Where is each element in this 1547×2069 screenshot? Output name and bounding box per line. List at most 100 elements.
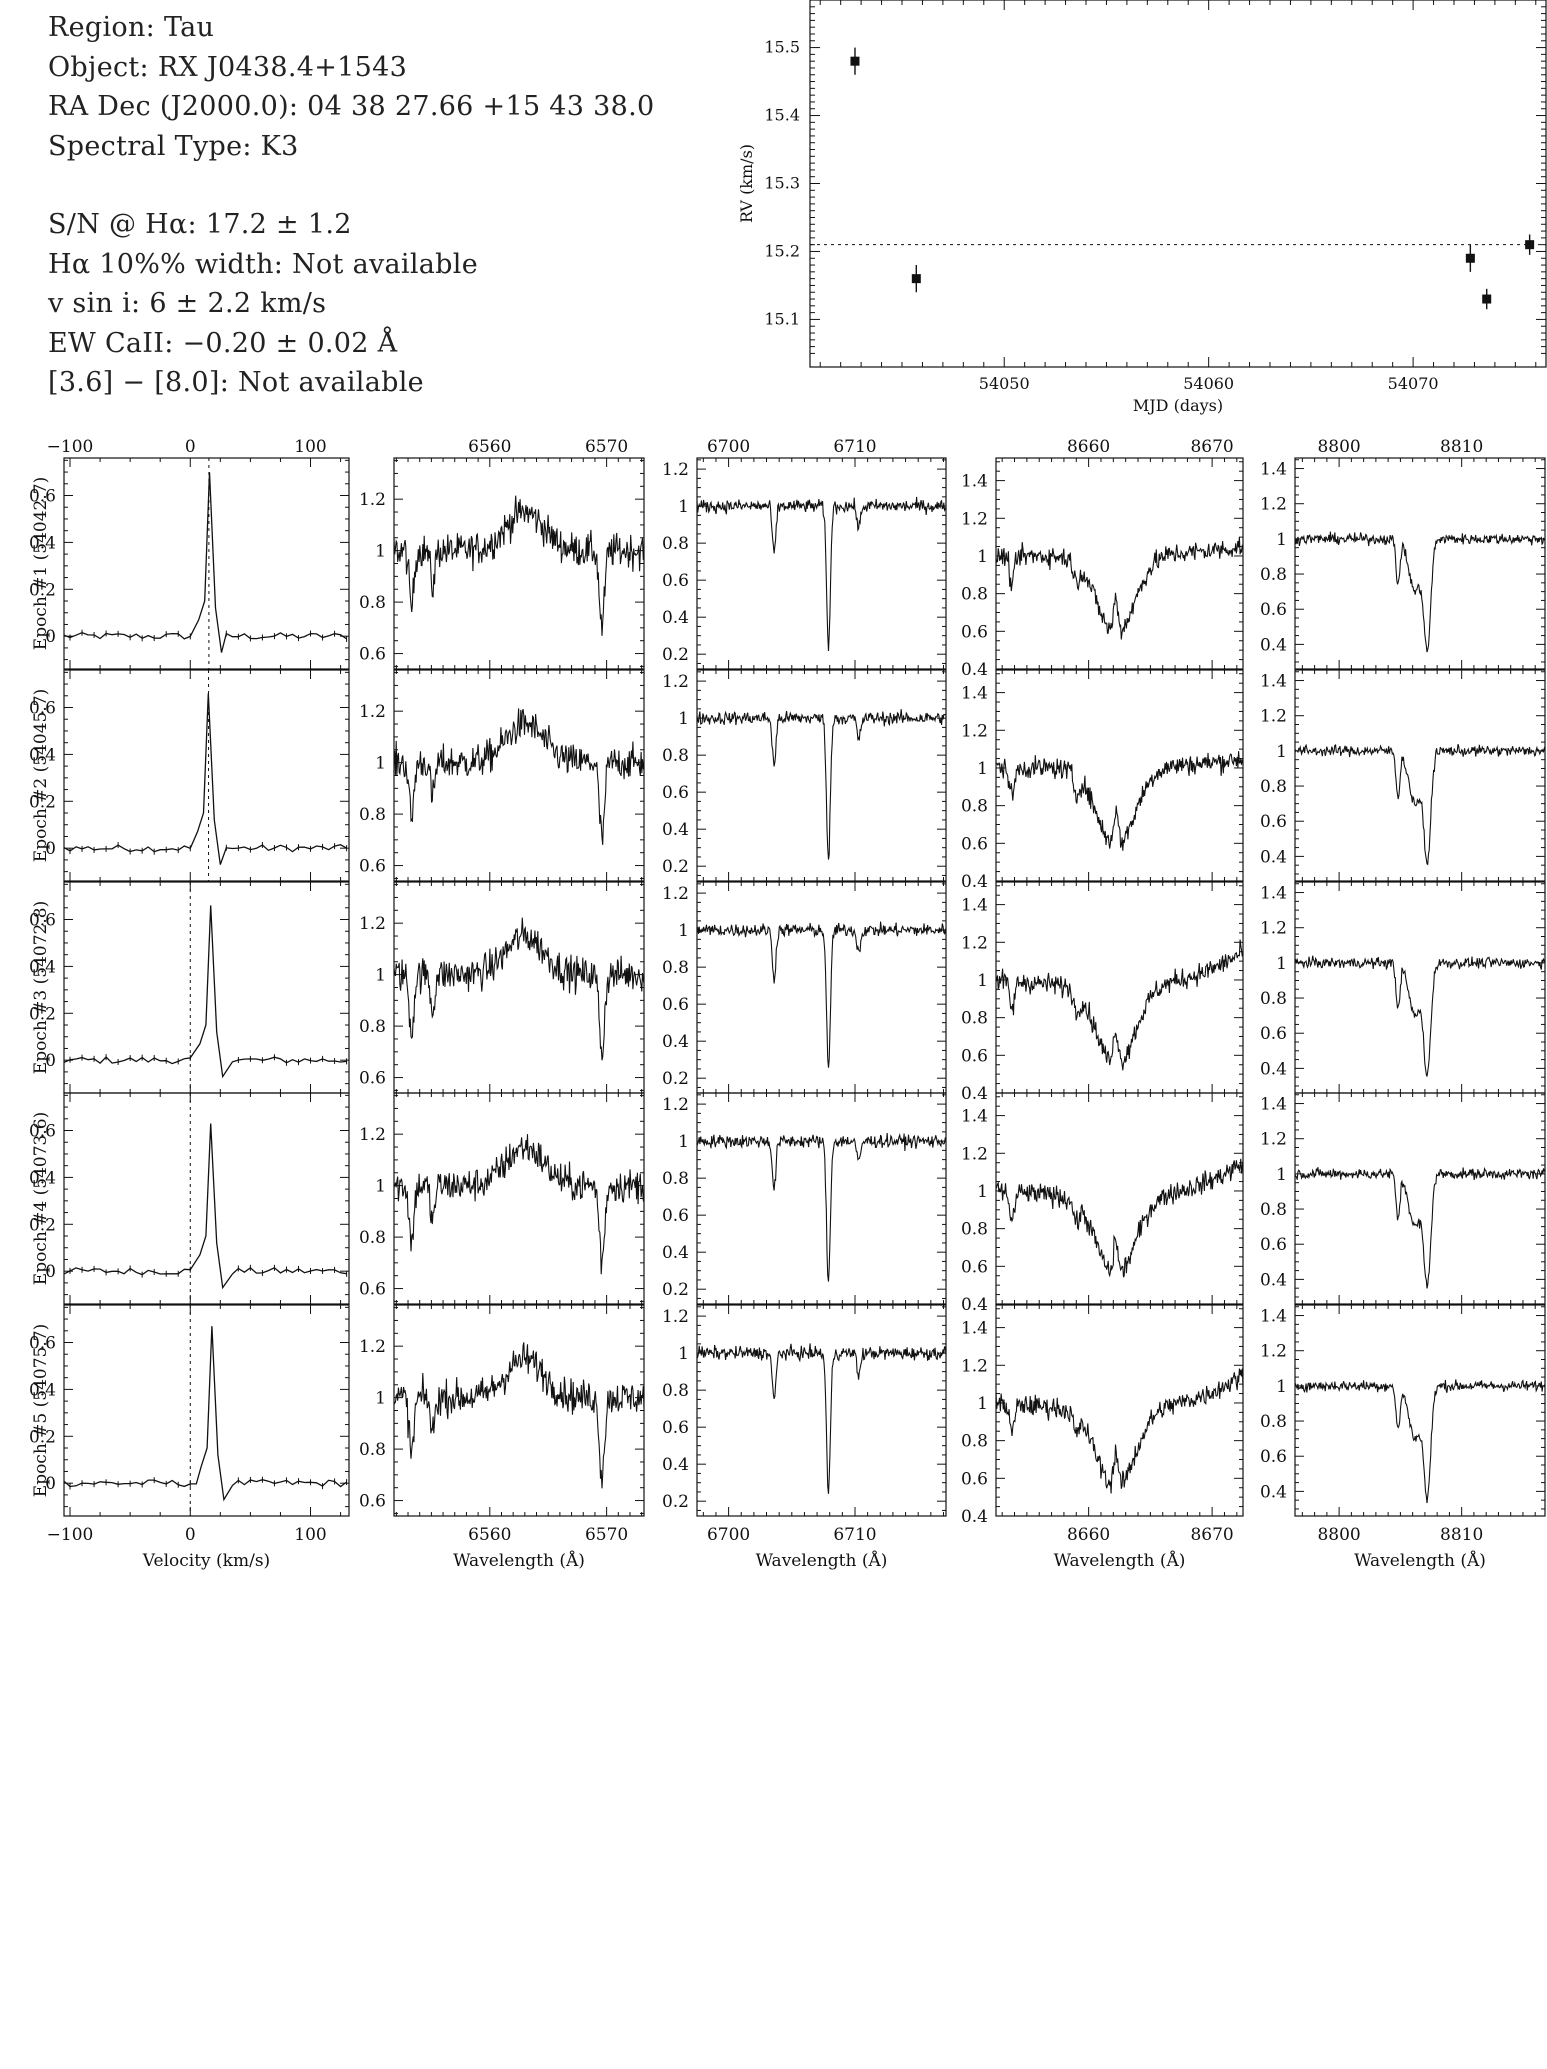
rv-xtick-label: 54050	[979, 374, 1030, 393]
halpha-series	[393, 917, 645, 1061]
panel-ytick-label: 1.4	[1260, 1307, 1287, 1327]
panel-ytick-label: 1.2	[359, 914, 386, 934]
column-xlabel: Wavelength (Å)	[1354, 1550, 1486, 1571]
irac-text: [3.6] − [8.0]: Not available	[48, 367, 424, 398]
column-top-tick-label: 8800	[1317, 437, 1360, 457]
panel-ytick-label: 0	[45, 839, 56, 859]
panel-frame	[63, 881, 350, 1094]
panel-ytick-label: 0.4	[1260, 635, 1287, 655]
li-series	[696, 1132, 947, 1282]
panel-ytick-label: 1	[977, 759, 988, 779]
column-top-tick-label: 100	[294, 437, 326, 457]
panel-ytick-label: 0.4	[662, 820, 689, 840]
panel-ytick-label: 1	[678, 1132, 689, 1152]
panel-ytick-label: 0.6	[1260, 1024, 1287, 1044]
panel-ytick-label: 1.2	[359, 490, 386, 510]
rv-frame	[809, 0, 1547, 368]
panel-ytick-label: 1.2	[961, 1356, 988, 1376]
rv-plot: 54050 54060 54070 15.1 15.2 15.3 15.4 15.5 MJD (…	[737, 0, 1547, 415]
panel-ytick-label: 0.8	[359, 593, 386, 613]
panel-ytick-label: 0	[45, 627, 56, 647]
panel-ytick-label: 0.6	[662, 1418, 689, 1438]
panel-ytick-label: 0.6	[961, 1257, 988, 1277]
column-xlabel: Wavelength (Å)	[1054, 1550, 1186, 1571]
panel-li-epoch5: 0.2 0.4 0.6 0.8 1 1.2	[662, 1304, 947, 1517]
panel-ytick-label: 1.2	[961, 509, 988, 529]
panel-ytick-label: 1	[678, 921, 689, 941]
panel-ytick-label: 1	[375, 1177, 386, 1197]
panel-ytick-label: 0.6	[961, 1046, 988, 1066]
epoch-label: Epoch #1 (54042.7)	[31, 477, 51, 650]
column-bottom-tick-label: 8800	[1317, 1525, 1360, 1545]
panel-ytick-label: 0.8	[359, 1228, 386, 1248]
panel-ytick-label: 1.2	[359, 1337, 386, 1357]
panel-ca1-epoch1: 0.4 0.6 0.8 1 1.2 1.4	[961, 457, 1244, 680]
li-series	[696, 709, 947, 860]
panel-ytick-label: 0.2	[662, 645, 689, 665]
panel-halpha-epoch5: 0.6 0.8 1 1.2	[359, 1304, 645, 1517]
halpha-series	[393, 1134, 645, 1275]
panel-frame	[63, 1092, 350, 1305]
rv-ytick-label: 15.3	[764, 174, 800, 193]
ca1-series	[995, 537, 1244, 640]
panel-ca1-epoch5: 0.4 0.6 0.8 1 1.2 1.4	[961, 1304, 1244, 1527]
panel-ytick-label: 1	[977, 1394, 988, 1414]
panel-halpha-epoch2: 0.6 0.8 1 1.2	[359, 669, 645, 882]
panel-ytick-label: 0.8	[1260, 1200, 1287, 1220]
panel-ytick-label: 0.6	[29, 487, 56, 507]
panel-ytick-label: 1	[375, 966, 386, 986]
panel-frame	[1294, 457, 1546, 670]
panel-frame	[1294, 1304, 1546, 1517]
panel-ytick-label: 0.2	[29, 1215, 56, 1235]
panel-ytick-label: 1.4	[961, 1107, 988, 1127]
li-series	[696, 496, 947, 652]
panel-frame	[995, 457, 1244, 670]
panel-ytick-label: 0.6	[961, 834, 988, 854]
panel-ytick-label: 0.6	[961, 622, 988, 642]
panel-ytick-label: 1.4	[1260, 460, 1287, 480]
coords-text: RA Dec (J2000.0): 04 38 27.66 +15 43 38.…	[48, 91, 655, 122]
panel-ytick-label: 0.4	[1260, 847, 1287, 867]
panel-ytick-label: 0.8	[961, 797, 988, 817]
column-xlabel: Wavelength (Å)	[453, 1550, 585, 1571]
rv-point	[850, 56, 860, 66]
panel-ytick-label: 0.6	[662, 1206, 689, 1226]
panel-ytick-label: 0.4	[29, 1380, 56, 1400]
panel-ytick-label: 1	[977, 1182, 988, 1202]
panel-ytick-label: 0	[45, 1474, 56, 1494]
panel-ytick-label: 1	[1276, 1165, 1287, 1185]
panel-ytick-label: 0.4	[961, 1295, 988, 1315]
panel-ca2-epoch5: 0.4 0.6 0.8 1 1.2 1.4	[1260, 1304, 1546, 1517]
panel-ytick-label: 1	[678, 497, 689, 517]
panel-ytick-label: 0.6	[662, 783, 689, 803]
panel-ytick-label: 1.2	[1260, 495, 1287, 515]
panel-ytick-label: 0	[45, 1262, 56, 1282]
ca2-series	[1294, 955, 1546, 1077]
panel-ca1-epoch3: 0.4 0.6 0.8 1 1.2 1.4	[961, 881, 1244, 1104]
panel-ca2-epoch3: 0.4 0.6 0.8 1 1.2 1.4	[1260, 881, 1546, 1094]
panel-frame	[63, 669, 350, 882]
column-bottom-tick-label: 8810	[1440, 1525, 1483, 1545]
halpha-series	[393, 708, 645, 845]
panel-ytick-label: 1.2	[1260, 707, 1287, 727]
ha-width-text: Hα 10%% width: Not available	[48, 248, 478, 280]
panel-frame	[63, 1304, 350, 1517]
panel-ytick-label: 0.2	[29, 792, 56, 812]
panel-ytick-label: 0.6	[359, 857, 386, 877]
ccf-series	[63, 1123, 347, 1290]
panel-ytick-label: 0.6	[662, 995, 689, 1015]
panel-frame	[995, 669, 1244, 882]
rv-ytick-label: 15.5	[764, 38, 800, 57]
panel-ytick-label: 0.4	[1260, 1059, 1287, 1079]
column-top-tick-label: 6560	[468, 437, 511, 457]
ew-ca-text: EW CaII: −0.20 ± 0.02 Å	[48, 327, 398, 359]
panel-li-epoch4: 0.2 0.4 0.6 0.8 1 1.2	[662, 1092, 947, 1305]
panel-ytick-label: 1	[1276, 530, 1287, 550]
column-top-tick-label: 6710	[833, 437, 876, 457]
panel-ytick-label: 0.2	[29, 1004, 56, 1024]
ccf-series	[63, 905, 347, 1079]
panel-ytick-label: 0.4	[662, 1243, 689, 1263]
epoch-label: Epoch #2 (54045.7)	[31, 689, 51, 862]
panel-ytick-label: 0.4	[662, 608, 689, 628]
